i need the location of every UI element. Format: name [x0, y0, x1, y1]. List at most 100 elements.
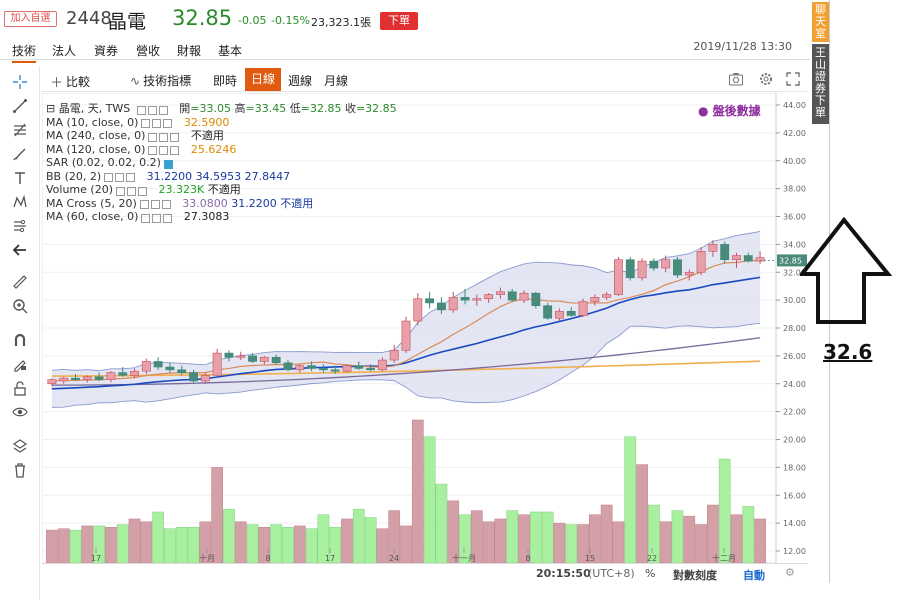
candle [614, 256, 623, 296]
candle-body [377, 359, 387, 371]
ruler-icon[interactable] [10, 272, 30, 292]
annotation-value: 32.6 [823, 340, 873, 364]
volume-bar [683, 515, 696, 563]
time-tick-label: 8 [525, 554, 530, 563]
ma20-line [51, 276, 761, 390]
legend-ma10[interactable]: MA (10, close, 0) 32.5900 [46, 116, 397, 130]
gear-icon[interactable] [758, 71, 774, 87]
legend-macross[interactable]: MA Cross (5, 20) 33.0800 31.2200 不適用 [46, 197, 397, 211]
candle-body [743, 255, 753, 262]
log-scale-toggle[interactable]: 對數刻度 [673, 569, 717, 582]
period-weekly[interactable]: 週線 [288, 74, 313, 88]
settings-gear-icon[interactable]: ⚙ [785, 566, 795, 579]
volume-bar [742, 506, 755, 563]
pattern-icon[interactable] [10, 192, 30, 212]
period-daily[interactable]: 日線 [245, 68, 282, 91]
candle [165, 362, 175, 373]
lock-draw-icon[interactable] [10, 354, 30, 374]
tab-revenue[interactable]: 營收 [136, 44, 161, 58]
time-tick-label: 24 [389, 554, 399, 563]
candle [720, 241, 730, 264]
percent-scale-toggle[interactable]: % [645, 567, 656, 580]
fibonacci-icon[interactable] [10, 120, 30, 140]
magnet-icon[interactable] [10, 330, 30, 350]
candle [448, 291, 458, 313]
chat-room-tab[interactable]: 聊天室 [812, 2, 829, 42]
candle [637, 258, 647, 281]
zoom-in-icon[interactable] [10, 296, 30, 316]
order-button[interactable]: 下單 [380, 12, 418, 30]
candle-body [472, 298, 482, 301]
legend-ma240[interactable]: MA (240, close, 0) 不適用 [46, 129, 397, 143]
volume-bar [234, 521, 247, 563]
trash-icon[interactable] [10, 460, 30, 480]
compare-button[interactable]: ＋ 比較 [50, 72, 90, 91]
indicators-label: 技術指標 [143, 74, 192, 88]
candle-body [448, 297, 458, 311]
fullscreen-icon[interactable] [785, 71, 801, 87]
volume-bar [695, 524, 707, 563]
broker-order-tab[interactable]: 王山證券下單 [812, 44, 829, 124]
legend-ma60[interactable]: MA (60, close, 0) 27.3083 [46, 210, 397, 224]
timezone[interactable]: (UTC+8) [588, 567, 635, 580]
candle-body [436, 302, 446, 311]
price-tick-label: 24.00 [783, 380, 806, 389]
legend-ma120[interactable]: MA (120, close, 0) 25.6246 [46, 143, 397, 157]
candle-body [649, 260, 659, 269]
candle [47, 378, 57, 387]
after-hours-link[interactable]: ● 盤後數據 [698, 104, 761, 118]
volume-bar [565, 524, 578, 563]
ma60-line [51, 337, 761, 386]
candle-body [590, 297, 600, 302]
volume-bar [211, 467, 223, 563]
volume-bar [317, 514, 330, 563]
camera-icon[interactable] [728, 71, 744, 87]
auto-scale-toggle[interactable]: 自動 [743, 569, 765, 582]
volume-bar [164, 528, 176, 563]
candle [236, 351, 246, 361]
tab-financials[interactable]: 財報 [177, 44, 202, 58]
add-watchlist-button[interactable]: 加入自選 [4, 11, 57, 27]
candle [543, 302, 553, 320]
brush-icon[interactable] [10, 144, 30, 164]
candle [271, 354, 281, 365]
candle-body [200, 375, 210, 382]
price-tick-label: 28.00 [783, 324, 806, 333]
period-realtime[interactable]: 即時 [213, 74, 238, 88]
candle [118, 367, 128, 377]
stock-price: 32.85 [172, 6, 233, 30]
layers-icon[interactable] [10, 436, 30, 456]
price-tick-label: 36.00 [783, 213, 806, 222]
text-tool-icon[interactable] [10, 168, 30, 188]
crosshair-icon[interactable] [10, 72, 30, 92]
legend-controls[interactable] [136, 105, 173, 115]
eye-icon[interactable] [10, 402, 30, 422]
candle [495, 287, 505, 299]
chart-area[interactable]: 44.00 42.00 40.00 38.00 36.00 34.00 32.00 30.00… [42, 93, 808, 583]
tab-institutional[interactable]: 法人 [52, 44, 77, 58]
indicators-button[interactable]: ∿ 技術指標 [130, 72, 191, 89]
candle-body [141, 361, 151, 372]
price-tick-label: 16.00 [783, 491, 806, 500]
candle-body [118, 372, 128, 376]
collapse-icon[interactable]: ⊟ [46, 102, 56, 115]
trendline-icon[interactable] [10, 96, 30, 116]
back-arrow-icon[interactable] [10, 240, 30, 260]
projection-icon[interactable] [10, 216, 30, 236]
period-monthly[interactable]: 月線 [324, 74, 349, 88]
tab-basic[interactable]: 基本 [218, 44, 243, 58]
candle-body [283, 362, 293, 371]
tab-margin[interactable]: 資券 [94, 44, 119, 58]
legend-bb[interactable]: BB (20, 2) 31.2200 34.5953 27.8447 [46, 170, 397, 184]
unlock-icon[interactable] [10, 378, 30, 398]
legend-sar[interactable]: SAR (0.02, 0.02, 0.2) [46, 156, 397, 170]
legend-volume[interactable]: Volume (20) 23.323K 不適用 [46, 183, 397, 197]
candle [507, 288, 517, 302]
volume-bar [553, 522, 566, 563]
candle [130, 368, 139, 379]
legend-main[interactable]: ⊟ 晶電, 天, TWS 開=33.05 高=33.45 低=32.85 收=3… [46, 102, 397, 116]
candle [661, 255, 671, 273]
tab-technical[interactable]: 技術 [12, 42, 37, 63]
price-chart[interactable]: 44.00 42.00 40.00 38.00 36.00 34.00 32.00 30.00… [42, 93, 808, 563]
time-tick-label: 17 [325, 554, 335, 563]
